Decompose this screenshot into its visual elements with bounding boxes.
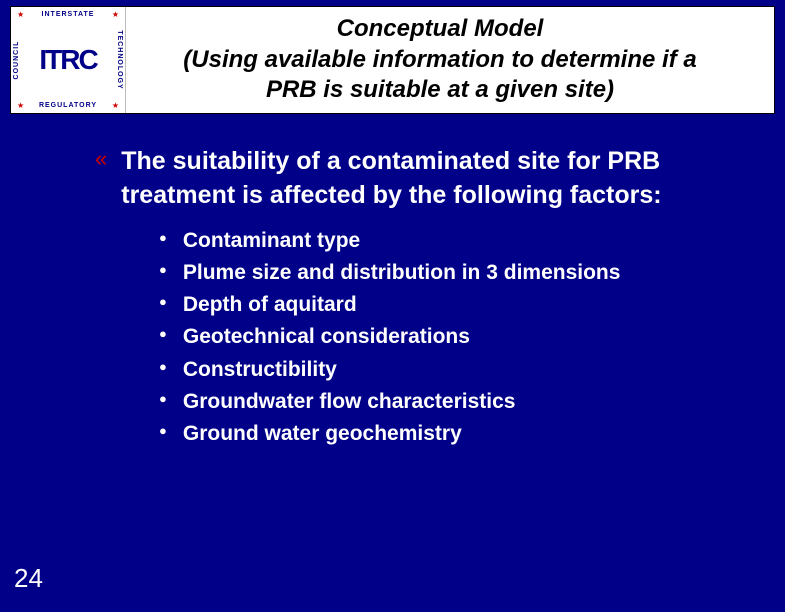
- list-item: ● Geotechnical considerations: [159, 323, 745, 350]
- sub-bullet-list: ● Contaminant type ● Plume size and dist…: [159, 227, 745, 448]
- sub-bullet-text: Contaminant type: [183, 227, 360, 254]
- logo-border-bottom: REGULATORY: [11, 102, 125, 109]
- star-icon: ★: [17, 10, 24, 19]
- list-item: ● Groundwater flow characteristics: [159, 388, 745, 415]
- logo-border-top: INTERSTATE: [11, 11, 125, 18]
- list-item: ● Constructibility: [159, 356, 745, 383]
- bullet-dot-icon: ●: [159, 323, 167, 345]
- title-line-3: PRB is suitable at a given site): [266, 75, 614, 106]
- star-icon: ★: [17, 101, 24, 110]
- star-icon: ★: [112, 101, 119, 110]
- logo-border-left: COUNCIL: [13, 41, 20, 80]
- sub-bullet-text: Geotechnical considerations: [183, 323, 470, 350]
- title-line-1: Conceptual Model: [337, 14, 544, 45]
- main-bullet: « The suitability of a contaminated site…: [95, 145, 745, 213]
- slide-number: 24: [14, 563, 43, 594]
- bullet-marker-icon: «: [95, 145, 107, 174]
- sub-bullet-text: Ground water geochemistry: [183, 420, 462, 447]
- list-item: ● Plume size and distribution in 3 dimen…: [159, 259, 745, 286]
- logo-text: ITRC: [39, 44, 96, 76]
- list-item: ● Contaminant type: [159, 227, 745, 254]
- list-item: ● Ground water geochemistry: [159, 420, 745, 447]
- list-item: ● Depth of aquitard: [159, 291, 745, 318]
- slide-content: « The suitability of a contaminated site…: [95, 145, 745, 453]
- sub-bullet-text: Groundwater flow characteristics: [183, 388, 516, 415]
- itrc-logo: INTERSTATE TECHNOLOGY REGULATORY COUNCIL…: [11, 7, 126, 113]
- bullet-dot-icon: ●: [159, 259, 167, 281]
- sub-bullet-text: Constructibility: [183, 356, 337, 383]
- logo-border-right: TECHNOLOGY: [116, 30, 123, 89]
- bullet-dot-icon: ●: [159, 388, 167, 410]
- bullet-dot-icon: ●: [159, 291, 167, 313]
- header: INTERSTATE TECHNOLOGY REGULATORY COUNCIL…: [10, 6, 775, 114]
- sub-bullet-text: Plume size and distribution in 3 dimensi…: [183, 259, 621, 286]
- main-bullet-text: The suitability of a contaminated site f…: [121, 145, 745, 213]
- title-line-2: (Using available information to determin…: [183, 45, 696, 76]
- bullet-dot-icon: ●: [159, 420, 167, 442]
- sub-bullet-text: Depth of aquitard: [183, 291, 357, 318]
- bullet-dot-icon: ●: [159, 356, 167, 378]
- bullet-dot-icon: ●: [159, 227, 167, 249]
- slide-title: Conceptual Model (Using available inform…: [126, 7, 774, 113]
- star-icon: ★: [112, 10, 119, 19]
